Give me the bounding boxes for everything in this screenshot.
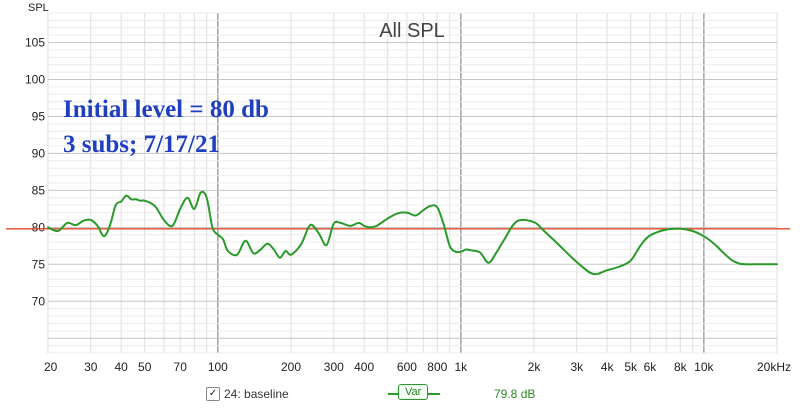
annotation-line-2: 3 subs; 7/17/21 (63, 131, 220, 158)
x-tick-label: 10k (694, 360, 714, 374)
y-tick-label: 80 (32, 220, 46, 234)
spl-trace-baseline (47, 190, 778, 276)
grid-lines (47, 12, 778, 354)
y-tick-label: 100 (25, 73, 45, 87)
x-tick-label: 4k (601, 360, 615, 374)
x-tick-label: 50 (138, 360, 152, 374)
x-tick-label: 30 (84, 360, 98, 374)
x-tick-label: 2k (528, 360, 542, 374)
y-tick-label: 90 (32, 146, 46, 160)
x-tick-label: 8k (674, 360, 688, 374)
x-tick-label: 6k (644, 360, 658, 374)
y-axis-title: SPL (28, 2, 49, 14)
x-tick-label: 100 (208, 360, 228, 374)
y-tick-labels: 105 100 95 90 85 80 75 70 (25, 36, 45, 309)
y-tick-label: 95 (32, 109, 46, 123)
x-tick-label: 40 (114, 360, 128, 374)
y-tick-label: 105 (25, 36, 45, 50)
y-tick-label: 85 (32, 183, 46, 197)
x-tick-label: 70 (174, 360, 188, 374)
y-tick-label: 70 (32, 294, 46, 308)
x-tick-label: 20 (44, 360, 58, 374)
cursor-value-readout: 79.8 dB (494, 387, 536, 401)
var-button[interactable]: Var (398, 384, 429, 400)
trace-visibility-checkbox[interactable]: ✓ (206, 387, 220, 401)
x-tick-label: 800 (427, 360, 447, 374)
x-tick-label: 600 (397, 360, 417, 374)
x-tick-label: 3k (570, 360, 584, 374)
x-tick-label: 300 (324, 360, 344, 374)
x-tick-label: 400 (354, 360, 374, 374)
annotation-line-1: Initial level = 80 db (63, 96, 269, 123)
trace-name-label: 24: baseline (224, 387, 289, 401)
series-layer (6, 190, 790, 276)
x-tick-label: 1k (455, 360, 469, 374)
chart-title: All SPL (379, 20, 445, 42)
y-tick-label: 75 (32, 257, 46, 271)
spl-plot[interactable]: 105 100 95 90 85 80 75 70 20 30 40 50 70 100 200 300 40… (0, 0, 800, 384)
x-tick-label: 5k (624, 360, 638, 374)
x-tick-labels: 20 30 40 50 70 100 200 300 400 600 800 1k 2k 3k 4k 5k 6k… (44, 360, 791, 374)
x-tick-label: 200 (281, 360, 301, 374)
x-tick-label: 20kHz (757, 360, 791, 374)
legend-bar: ✓ 24: baseline Var 79.8 dB (0, 382, 800, 406)
